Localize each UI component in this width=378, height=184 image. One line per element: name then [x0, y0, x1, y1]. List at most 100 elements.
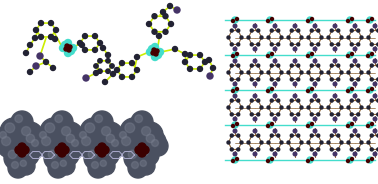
Circle shape: [357, 113, 360, 116]
Circle shape: [267, 17, 273, 23]
Circle shape: [110, 72, 116, 77]
Circle shape: [68, 136, 88, 156]
Circle shape: [106, 134, 115, 143]
Circle shape: [353, 24, 357, 28]
Circle shape: [82, 33, 87, 39]
Circle shape: [320, 141, 323, 144]
Circle shape: [330, 64, 333, 67]
Circle shape: [307, 89, 310, 93]
Circle shape: [280, 106, 283, 109]
Circle shape: [317, 148, 320, 151]
Circle shape: [15, 115, 23, 123]
Circle shape: [357, 29, 360, 32]
Circle shape: [266, 125, 270, 128]
Circle shape: [28, 70, 33, 75]
Circle shape: [357, 99, 360, 102]
Circle shape: [267, 106, 270, 109]
Circle shape: [353, 152, 357, 156]
Circle shape: [310, 78, 313, 81]
Circle shape: [250, 29, 253, 32]
Circle shape: [257, 99, 260, 102]
Circle shape: [247, 36, 250, 39]
Circle shape: [235, 158, 239, 160]
Circle shape: [360, 71, 363, 74]
Circle shape: [45, 123, 55, 133]
Circle shape: [277, 78, 280, 81]
Circle shape: [172, 47, 178, 52]
Circle shape: [93, 33, 98, 39]
Circle shape: [187, 66, 192, 71]
Circle shape: [68, 45, 72, 49]
Circle shape: [350, 134, 353, 137]
Circle shape: [33, 63, 39, 69]
Circle shape: [330, 148, 333, 151]
Circle shape: [310, 17, 313, 20]
Circle shape: [377, 99, 378, 102]
Circle shape: [270, 113, 273, 116]
Circle shape: [377, 64, 378, 67]
Circle shape: [163, 29, 168, 34]
Circle shape: [39, 34, 43, 39]
Circle shape: [240, 71, 243, 74]
Circle shape: [287, 36, 290, 39]
Circle shape: [353, 59, 357, 63]
Circle shape: [231, 89, 234, 93]
Circle shape: [290, 43, 293, 46]
Circle shape: [337, 148, 340, 151]
Circle shape: [48, 158, 68, 178]
Circle shape: [28, 43, 33, 47]
Circle shape: [360, 141, 363, 144]
Circle shape: [66, 134, 74, 143]
Circle shape: [367, 157, 373, 163]
Circle shape: [317, 99, 320, 102]
Circle shape: [370, 17, 373, 20]
Circle shape: [297, 43, 300, 46]
Circle shape: [327, 106, 330, 109]
Circle shape: [58, 149, 66, 157]
Circle shape: [367, 17, 373, 23]
Circle shape: [230, 148, 233, 151]
Circle shape: [206, 57, 212, 63]
Circle shape: [333, 59, 337, 63]
Circle shape: [203, 59, 208, 65]
Circle shape: [71, 139, 79, 146]
Circle shape: [347, 54, 350, 57]
Circle shape: [44, 146, 68, 170]
Circle shape: [300, 36, 303, 39]
Circle shape: [253, 82, 257, 86]
Circle shape: [297, 113, 300, 116]
Circle shape: [347, 122, 353, 128]
Circle shape: [367, 160, 370, 162]
Circle shape: [82, 137, 91, 146]
Circle shape: [231, 20, 234, 22]
Circle shape: [230, 113, 233, 116]
Circle shape: [233, 94, 237, 98]
Circle shape: [124, 146, 148, 170]
Circle shape: [230, 43, 233, 46]
Circle shape: [257, 78, 260, 81]
Circle shape: [23, 50, 28, 56]
Circle shape: [77, 132, 103, 158]
Circle shape: [101, 148, 108, 155]
Circle shape: [317, 43, 320, 46]
Circle shape: [237, 43, 240, 46]
Circle shape: [138, 149, 146, 157]
Circle shape: [290, 134, 293, 137]
Circle shape: [267, 141, 270, 144]
Circle shape: [297, 99, 300, 102]
Circle shape: [57, 122, 83, 148]
Circle shape: [267, 157, 273, 163]
Circle shape: [152, 139, 158, 146]
Circle shape: [370, 52, 373, 56]
Circle shape: [330, 134, 333, 137]
Circle shape: [231, 160, 234, 162]
Circle shape: [79, 43, 85, 47]
Circle shape: [115, 68, 119, 72]
Circle shape: [310, 64, 313, 67]
Circle shape: [97, 157, 115, 175]
Circle shape: [102, 79, 107, 84]
Circle shape: [330, 43, 333, 46]
Circle shape: [277, 148, 280, 151]
Circle shape: [260, 106, 263, 109]
Circle shape: [317, 134, 320, 137]
